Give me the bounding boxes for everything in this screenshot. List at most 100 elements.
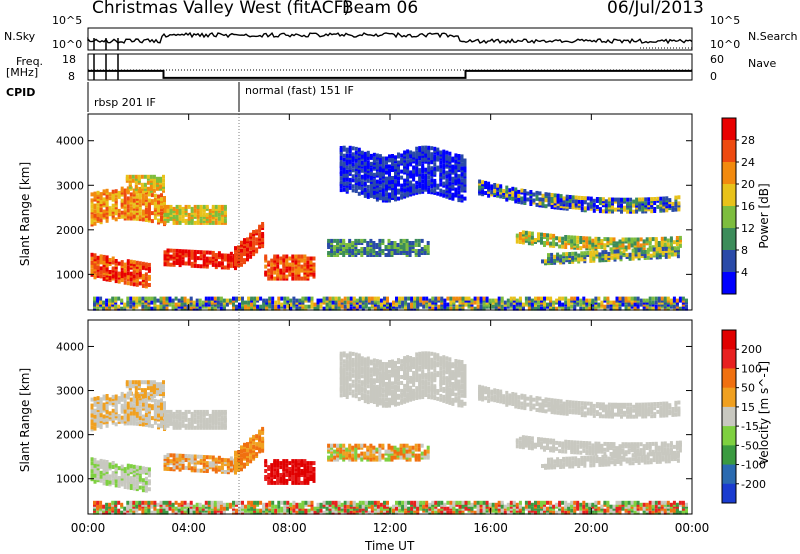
power-cell	[505, 189, 509, 194]
power-cell	[534, 238, 537, 242]
velocity-cell	[187, 462, 191, 467]
power-cell	[300, 258, 304, 263]
power-cell	[90, 208, 94, 213]
power-cell	[252, 240, 256, 245]
velocity-cell	[378, 391, 382, 396]
power-cell	[351, 174, 355, 179]
power-cell	[225, 302, 229, 307]
power-cell	[416, 304, 420, 309]
power-cell	[144, 276, 148, 281]
power-cell	[150, 193, 154, 198]
power-cell	[291, 276, 295, 281]
power-cell	[108, 304, 112, 309]
power-cell	[313, 306, 317, 311]
power-cell	[544, 259, 547, 264]
power-cell	[559, 194, 563, 199]
power-cell	[184, 218, 188, 223]
velocity-cell	[276, 477, 280, 481]
velocity-cell	[366, 366, 370, 371]
velocity-cell	[117, 483, 121, 488]
power-cell	[246, 257, 249, 262]
velocity-cell	[408, 445, 412, 450]
power-cell	[129, 304, 133, 309]
power-cell	[229, 251, 233, 256]
power-cell	[612, 247, 616, 252]
power-cell	[427, 179, 431, 184]
power-cell	[271, 300, 275, 305]
power-cell	[126, 304, 130, 309]
power-cell	[280, 296, 284, 301]
power-cell	[126, 281, 130, 286]
power-cell	[649, 247, 653, 252]
power-cell	[126, 259, 130, 264]
velocity-cell	[285, 473, 289, 477]
power-cell	[412, 151, 416, 156]
velocity-cell	[390, 445, 394, 450]
velocity-cell	[312, 477, 316, 481]
power-cell	[334, 296, 338, 301]
power-cell	[564, 306, 568, 311]
power-cell	[666, 296, 670, 301]
velocity-cell	[175, 413, 179, 418]
power-cell	[617, 197, 620, 202]
velocity-cell	[184, 458, 188, 462]
power-cell	[108, 270, 112, 274]
power-cell	[268, 304, 272, 309]
power-cell	[392, 304, 395, 309]
power-cell	[626, 209, 630, 214]
power-cell	[141, 263, 145, 268]
power-cell	[307, 296, 311, 301]
power-cell	[642, 239, 646, 244]
power-cell	[526, 197, 530, 202]
power-cell	[129, 300, 133, 305]
power-cell	[458, 304, 462, 309]
power-cell	[300, 264, 304, 269]
velocity-cell	[300, 459, 304, 464]
power-cell	[589, 204, 593, 209]
power-cell	[172, 214, 176, 219]
velocity-cell	[408, 457, 412, 462]
velocity-cell	[369, 457, 373, 462]
power-cell	[393, 245, 397, 249]
power-cell	[282, 262, 286, 267]
power-cell	[582, 244, 586, 249]
velocity-cell	[135, 399, 139, 404]
power-cell	[635, 197, 639, 202]
power-cell	[114, 197, 118, 202]
power-cell	[273, 276, 277, 281]
power-cell	[244, 304, 247, 309]
power-cell	[370, 296, 374, 301]
power-cell	[535, 190, 539, 195]
power-cell	[144, 296, 148, 301]
power-cell	[184, 261, 188, 266]
power-cell	[387, 249, 391, 253]
velocity-cell	[123, 399, 127, 404]
power-cell	[457, 154, 461, 158]
power-cell	[562, 252, 566, 257]
power-cell	[660, 236, 664, 241]
power-cell	[580, 255, 584, 260]
velocity-cell	[426, 445, 430, 450]
velocity-cell	[120, 464, 124, 469]
power-cell	[580, 251, 584, 256]
power-cell	[588, 240, 592, 245]
power-cell	[675, 236, 679, 240]
power-cell	[388, 168, 391, 173]
power-cell	[175, 261, 179, 265]
velocity-cell	[270, 471, 274, 475]
power-cell	[111, 266, 115, 271]
velocity-cell	[178, 421, 182, 426]
power-cell	[484, 180, 488, 185]
power-cell	[485, 296, 489, 301]
power-cell	[258, 232, 262, 237]
velocity-cell	[111, 412, 115, 417]
power-cell	[405, 241, 409, 245]
velocity-cell	[144, 401, 148, 406]
velocity-cell	[172, 419, 176, 424]
velocity-cell	[279, 465, 283, 470]
power-cell	[162, 300, 166, 305]
power-cell	[598, 207, 602, 212]
power-cell	[138, 261, 142, 266]
velocity-cell	[199, 468, 203, 473]
power-cell	[150, 199, 154, 204]
